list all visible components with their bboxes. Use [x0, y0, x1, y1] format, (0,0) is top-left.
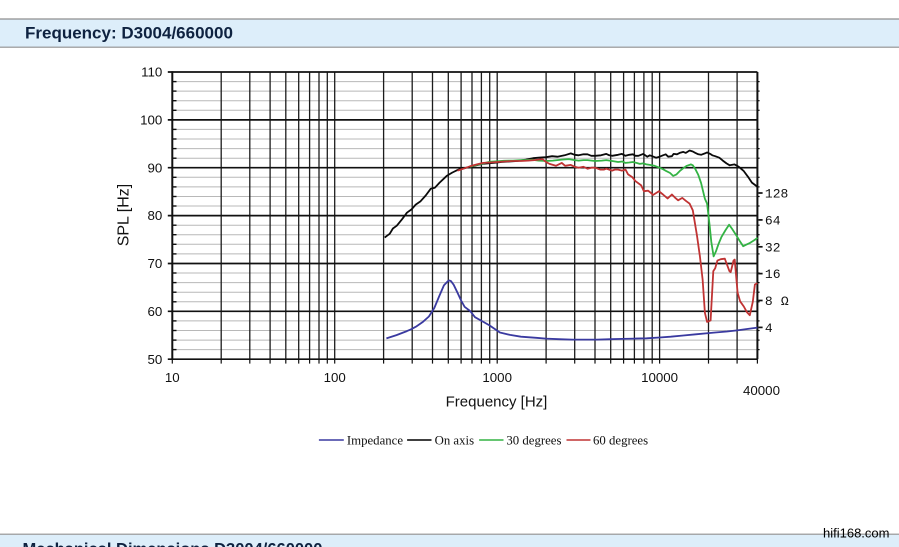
svg-text:hifi168.com: hifi168.com: [823, 526, 889, 541]
svg-text:70: 70: [148, 256, 163, 271]
svg-text:1000: 1000: [482, 370, 512, 385]
svg-text:Impedance: Impedance: [347, 434, 403, 448]
svg-text:SPL [Hz]: SPL [Hz]: [116, 184, 133, 247]
svg-text:60: 60: [148, 304, 163, 319]
svg-text:80: 80: [148, 208, 163, 223]
svg-text:16: 16: [765, 267, 781, 282]
svg-text:90: 90: [148, 160, 163, 175]
svg-text:100: 100: [140, 113, 162, 128]
svg-text:110: 110: [141, 65, 162, 80]
svg-text:8: 8: [765, 294, 773, 309]
svg-text:40000: 40000: [743, 383, 780, 398]
svg-text:128: 128: [765, 187, 788, 202]
svg-text:30 degrees: 30 degrees: [506, 434, 561, 448]
svg-text:50: 50: [148, 352, 163, 367]
svg-text:32: 32: [765, 240, 781, 255]
svg-text:Frequency [Hz]: Frequency [Hz]: [446, 393, 548, 410]
svg-text:10000: 10000: [641, 370, 678, 385]
svg-text:Mechanical Dimensions D3004/66: Mechanical Dimensions D3004/660000: [23, 541, 323, 547]
svg-text:4: 4: [765, 321, 773, 336]
svg-text:On axis: On axis: [435, 434, 474, 448]
svg-text:10: 10: [165, 370, 180, 385]
svg-text:60 degrees: 60 degrees: [593, 434, 648, 448]
svg-text:100: 100: [324, 370, 346, 385]
svg-text:Frequency: D3004/660000: Frequency: D3004/660000: [25, 23, 233, 42]
svg-text:64: 64: [765, 213, 781, 228]
svg-text:Ω: Ω: [781, 294, 789, 309]
